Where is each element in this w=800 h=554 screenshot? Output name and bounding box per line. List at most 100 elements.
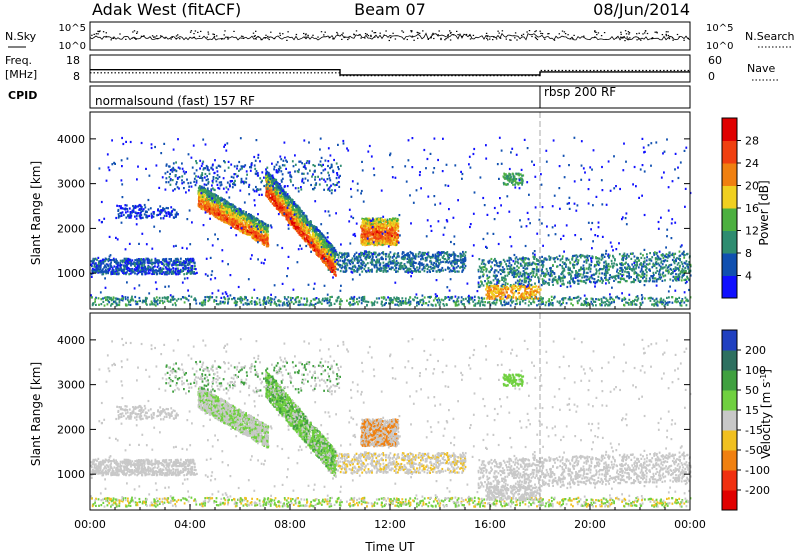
power-cell	[456, 304, 459, 307]
power-cell	[161, 261, 164, 264]
power-cell	[220, 206, 223, 209]
power-cell	[400, 266, 403, 269]
power-cell	[242, 303, 245, 306]
power-cell	[261, 236, 264, 239]
power-cell	[353, 253, 356, 256]
power-cell	[393, 255, 395, 258]
power-cell	[431, 254, 434, 257]
power-cell	[145, 299, 147, 302]
power-cell	[680, 300, 683, 303]
power-cell	[190, 259, 192, 262]
power-cell	[110, 303, 113, 306]
power-cell	[166, 297, 169, 300]
power-cell	[182, 266, 184, 270]
power-cell	[107, 268, 109, 271]
noise-search-dot	[687, 37, 689, 39]
power-cell	[103, 296, 106, 299]
power-cell	[174, 302, 177, 305]
power-cell	[675, 301, 678, 304]
power-cell	[562, 301, 564, 304]
power-cell	[366, 255, 369, 258]
power-cell	[488, 301, 491, 304]
power-cell	[396, 263, 399, 266]
power-cell	[208, 208, 211, 211]
power-cell	[161, 267, 164, 270]
power-cell	[269, 303, 272, 306]
power-cell	[128, 216, 131, 219]
power-cell	[234, 299, 237, 302]
power-cell	[605, 297, 608, 300]
power-cell	[253, 225, 256, 228]
power-cell	[92, 260, 95, 263]
power-cell	[461, 259, 464, 262]
power-cell	[161, 270, 164, 274]
noise-search-dot	[98, 31, 100, 33]
power-cell	[666, 303, 669, 306]
noise-search-dot	[597, 32, 600, 34]
power-cell	[166, 272, 169, 275]
noise-search-dot	[445, 38, 447, 40]
power-cell	[380, 302, 383, 306]
power-cell	[239, 296, 242, 299]
power-cell	[195, 302, 198, 305]
power-cell	[101, 258, 104, 261]
power-cell	[125, 273, 127, 276]
power-cell	[105, 263, 108, 266]
power-cell	[247, 232, 250, 236]
power-cell	[159, 299, 161, 302]
power-cell	[289, 296, 292, 299]
noise-search-dot	[531, 35, 533, 38]
power-cell	[675, 297, 677, 300]
noise-search-dot	[514, 37, 516, 39]
power-cell	[165, 262, 168, 266]
power-cell	[245, 211, 247, 214]
power-cell	[378, 268, 381, 271]
noise-search-dot	[264, 37, 266, 39]
power-cell	[479, 302, 482, 305]
power-cell	[254, 228, 257, 231]
power-cell	[254, 237, 256, 240]
power-cell	[341, 265, 344, 269]
power-cell	[143, 213, 146, 216]
power-cell	[119, 207, 122, 210]
power-cell	[254, 221, 257, 224]
power-cell	[206, 196, 209, 199]
power-cell	[312, 304, 315, 307]
noise-search-dot	[626, 36, 628, 38]
power-cell	[287, 296, 290, 299]
power-cell	[456, 259, 459, 262]
noise-search-dot	[153, 36, 155, 38]
power-cell	[437, 297, 440, 300]
power-cell	[106, 298, 109, 301]
power-cell	[656, 300, 659, 303]
noise-search-dot	[548, 33, 550, 35]
power-cell	[533, 301, 536, 304]
power-cell	[600, 299, 603, 302]
power-cell	[185, 297, 188, 301]
power-cell	[385, 298, 388, 301]
power-cell	[237, 214, 240, 217]
noise-search-dot	[95, 33, 98, 35]
power-cell	[472, 300, 475, 303]
power-cell	[501, 304, 504, 307]
power-cell	[207, 198, 209, 202]
power-cell	[130, 299, 132, 302]
power-cell	[335, 251, 338, 254]
power-cell	[385, 262, 388, 266]
power-cell	[381, 252, 383, 255]
power-cell	[537, 299, 540, 302]
power-cell	[139, 208, 142, 211]
power-cell	[383, 296, 385, 299]
power-cell	[98, 303, 100, 306]
power-cell	[126, 208, 129, 211]
power-cell	[259, 229, 262, 232]
power-cell	[390, 297, 392, 300]
power-cell	[438, 299, 441, 302]
power-cell	[264, 238, 266, 241]
power-cell	[371, 302, 374, 305]
power-cell	[131, 298, 134, 301]
power-cell	[240, 230, 242, 233]
power-cell	[454, 259, 456, 262]
power-cell	[135, 214, 138, 217]
power-cell	[107, 272, 109, 275]
